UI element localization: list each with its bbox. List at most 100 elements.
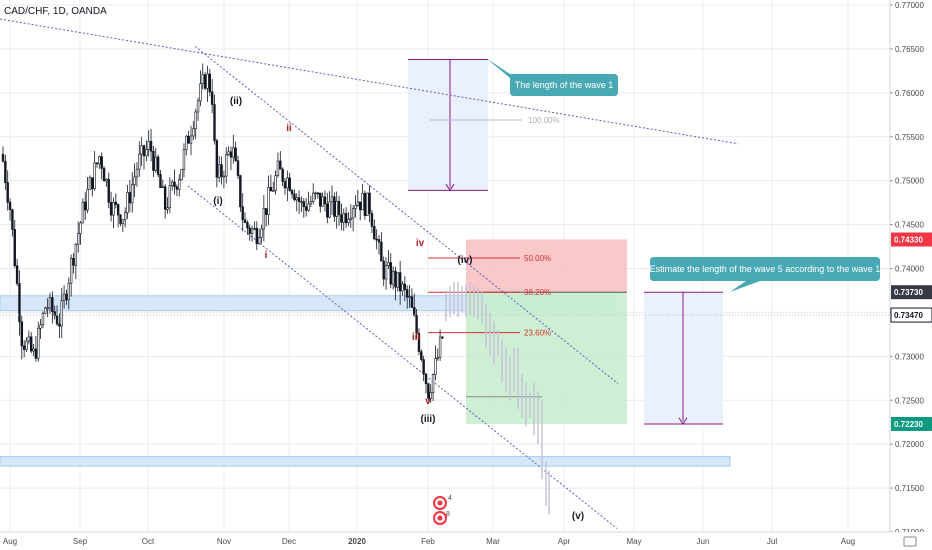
candle [168,185,172,209]
candle [361,192,364,211]
candle [222,175,226,178]
candle [171,181,174,186]
candle [403,283,407,290]
wave5-callout: Estimate the length of the wave 5 accord… [650,257,881,292]
candle [131,184,134,204]
candle [62,293,66,302]
candle [166,207,169,210]
candle [410,296,414,308]
candle [152,150,155,171]
candle [229,151,233,158]
candle [241,206,244,221]
event-badge-dot [437,515,443,521]
candle [441,336,444,339]
price-badge [891,285,932,300]
candle [140,145,143,155]
candle [316,192,320,195]
candle [175,186,179,190]
candle [375,238,378,241]
candle [246,222,249,229]
candle [398,272,402,292]
callout-bubble [486,58,618,96]
candle [88,177,92,190]
candle [98,156,101,165]
candle [22,345,26,350]
callout-text: Estimate the length of the wave 5 accord… [650,264,881,274]
long-trendline [0,18,739,145]
candle [267,187,270,215]
candle [422,359,425,375]
candle [326,203,329,218]
settings-icon[interactable] [903,536,917,547]
candle [293,193,296,201]
candle [145,149,148,157]
wave-label: iii [412,332,421,343]
candle [415,314,418,334]
candle [55,315,59,325]
candle [290,190,294,195]
candle [107,179,110,203]
candle [281,168,284,182]
wave1-arrow-head [445,183,455,192]
candle [34,348,38,359]
event-badge-dot [437,500,443,506]
candle [135,168,139,178]
time-tick-label: Dec [282,537,296,546]
time-tick-label: Oct [142,537,155,546]
fib-level-label: 23.60% [524,329,551,338]
candle [6,182,9,203]
candle [185,135,188,151]
wave-label: ii [286,123,292,134]
candle [46,307,49,310]
time-tick-label: Jul [767,537,777,546]
candle [119,214,122,224]
candle [74,243,78,266]
candle [438,336,442,358]
candle [396,272,399,288]
wave-label: (iv) [458,255,473,266]
candle [434,358,437,375]
candle [72,257,75,266]
candle [142,145,146,157]
candle [276,160,280,177]
wave-label: iv [416,238,425,249]
candle [269,187,273,192]
event-badge-count: 4 [448,495,452,502]
candle [1,154,5,162]
candle [81,201,85,224]
candle [25,340,28,350]
wave-label: (i) [213,196,222,207]
candle [370,213,374,227]
candle [105,179,108,182]
candle [340,214,343,223]
candle [29,336,33,352]
candle [124,212,127,221]
price-tick-label: 0.71500 [895,484,924,493]
wave-label: (v) [572,511,584,522]
candle [384,265,388,280]
candle [44,307,47,314]
candle [347,219,350,224]
price-axis[interactable] [890,0,932,550]
candle [138,153,141,170]
candle [60,300,63,327]
candle [194,111,197,130]
time-tick-label: Jun [697,537,710,546]
candle [417,333,421,352]
candle [100,156,103,169]
candle [109,202,113,216]
candle [366,192,369,216]
candle [206,73,209,89]
candle [405,289,409,298]
candle [389,262,392,285]
time-axis[interactable] [0,532,890,550]
candle [67,282,71,301]
wave-label: (ii) [230,96,242,107]
candle [159,174,162,188]
candle [93,162,96,190]
candle [220,164,223,177]
candle [199,83,202,102]
candle [304,206,308,211]
price-tick-label: 0.75500 [895,133,924,142]
